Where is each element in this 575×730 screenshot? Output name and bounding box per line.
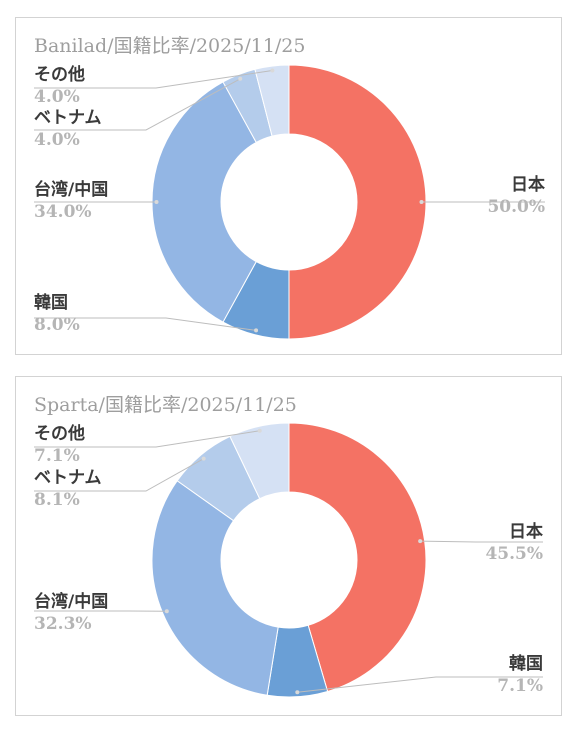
slice-label: ベトナム [34, 108, 102, 128]
slice-value-label: 34.0% [34, 202, 92, 222]
slice-label: ベトナム [34, 468, 102, 488]
donut-slices [151, 422, 427, 698]
slice-label: 台湾/中国 [34, 591, 108, 612]
slice-value-label: 50.0% [487, 197, 545, 217]
slice-label: その他 [34, 64, 85, 85]
slice-value-label: 7.1% [34, 446, 80, 466]
slice-label: 台湾/中国 [34, 179, 108, 200]
leader-dot [238, 76, 243, 81]
slice-value-label: 7.1% [497, 676, 543, 696]
chart-title: Banilad/国籍比率/2025/11/25 [34, 35, 306, 57]
slice-1 [288, 422, 427, 693]
slice-value-label: 8.0% [34, 315, 80, 335]
leader-line [297, 676, 543, 693]
leader-dot [418, 539, 423, 544]
slice-label: 韓国 [509, 653, 543, 674]
leader-dot [154, 200, 159, 204]
leader-dot [295, 690, 300, 695]
slice-5 [254, 64, 290, 137]
slice-3 [151, 480, 279, 696]
slice-1 [288, 64, 427, 340]
leader-line [34, 317, 257, 331]
sparta-chart-card: Sparta/国籍比率/2025/11/25 日本 45.5% 韓国 7.1% 台湾/中… [15, 376, 562, 716]
leader-line [34, 430, 260, 448]
leader-dot [270, 68, 275, 73]
slice-label: 日本 [509, 521, 543, 542]
leader-line [420, 540, 543, 543]
leader-dot [164, 609, 169, 614]
donut-slices [151, 64, 427, 340]
leader-dot [257, 428, 262, 433]
leader-dot [201, 456, 206, 461]
slice-value-label: 4.0% [34, 130, 80, 150]
slice-label: 日本 [511, 174, 545, 195]
leader-dot [419, 200, 424, 204]
slice-value-label: 4.0% [34, 87, 80, 107]
leader-line [34, 458, 204, 492]
slice-5 [229, 422, 290, 500]
leader-line [34, 78, 241, 131]
slice-3 [151, 81, 257, 323]
banilad-chart-card: Banilad/国籍比率/2025/11/25 日本 50.0% 韓国 8.0% 台湾/… [15, 17, 562, 355]
chart-title: Sparta/国籍比率/2025/11/25 [34, 394, 297, 416]
slice-value-label: 45.5% [485, 544, 543, 564]
leader-line [34, 70, 273, 89]
slice-value-label: 8.1% [34, 490, 80, 510]
leader-dot [254, 328, 259, 333]
slice-label: 韓国 [34, 292, 68, 313]
slice-value-label: 32.3% [34, 614, 92, 634]
slice-label: その他 [34, 423, 85, 444]
